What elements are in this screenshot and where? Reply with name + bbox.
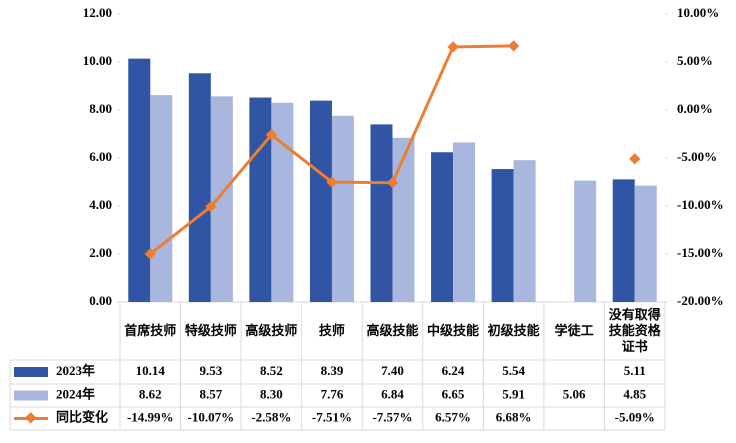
data-label: -2.58% [251, 409, 291, 424]
bar [210, 96, 233, 302]
data-label: 8.52 [260, 363, 283, 378]
bar [370, 124, 393, 303]
category-cell: 中级技能 [427, 323, 480, 338]
legend-key [14, 390, 48, 401]
y-tick-label: 12.00 [83, 5, 112, 20]
bar [634, 185, 657, 302]
y-tick-label: 4.00 [89, 197, 112, 212]
x-tick-label: 高级技能 [366, 323, 419, 338]
y-tick-label: 2.00 [89, 245, 112, 260]
data-label: 4.85 [623, 386, 646, 401]
y2-tick-label: 0.00% [677, 101, 713, 116]
data-label: 5.91 [502, 386, 525, 401]
category-cell: 高级技师 [245, 323, 298, 338]
data-label: 6.84 [381, 386, 404, 401]
bar [249, 97, 272, 303]
data-label: -7.51% [312, 409, 352, 424]
line-marker [629, 153, 641, 165]
bar [612, 179, 635, 302]
data-label: 6.65 [442, 386, 465, 401]
x-tick-label: 中级技能 [427, 323, 480, 338]
line-marker [205, 201, 217, 213]
x-tick-label: 特级技师 [184, 323, 237, 338]
y-tick-label: 6.00 [89, 149, 112, 164]
x-tick-label: 学徒工 [554, 323, 594, 338]
y-tick-label: 8.00 [89, 101, 112, 116]
data-label: 8.57 [199, 386, 222, 401]
legend-key [25, 412, 37, 424]
data-label: 7.76 [321, 386, 344, 401]
bar [128, 58, 151, 302]
data-label: 5.06 [563, 386, 586, 401]
data-label: -7.57% [372, 409, 412, 424]
bar [574, 180, 597, 302]
data-label: 8.62 [139, 386, 162, 401]
data-label: 8.30 [260, 386, 283, 401]
line-marker [144, 248, 156, 260]
data-label: 6.68% [496, 409, 532, 424]
bar [188, 73, 211, 302]
data-label: 6.57% [435, 409, 471, 424]
data-label: 8.39 [321, 363, 344, 378]
legend-label: 2024年 [56, 386, 95, 401]
x-tick-label: 高级技师 [245, 323, 298, 338]
category-cell: 首席技师 [124, 323, 177, 338]
y-tick-label: 0.00 [89, 293, 112, 308]
bar [453, 142, 476, 302]
bar [150, 95, 173, 303]
x-tick-label: 首席技师 [124, 323, 177, 338]
data-label: 10.14 [136, 363, 166, 378]
y2-tick-label: -10.00% [677, 197, 724, 212]
line-marker [326, 176, 338, 188]
category-cell: 特级技师 [184, 323, 237, 338]
x-tick-label: 技师 [318, 323, 345, 338]
x-tick-label: 没有取得技能资格证书 [608, 307, 661, 354]
data-label: 7.40 [381, 363, 404, 378]
legend-key [14, 367, 48, 377]
y2-tick-label: -15.00% [677, 245, 724, 260]
bar [513, 160, 536, 302]
data-label: 5.54 [502, 363, 525, 378]
x-tick-label: 初级技能 [487, 323, 540, 338]
bar [431, 152, 454, 302]
category-cell: 初级技能 [487, 323, 540, 338]
line-marker [447, 41, 459, 53]
bar [309, 100, 332, 302]
y2-tick-label: -5.00% [677, 149, 717, 164]
bar [392, 137, 415, 302]
data-label: 5.11 [624, 363, 646, 378]
bar [331, 115, 354, 302]
bar [491, 169, 514, 302]
line-marker [265, 129, 278, 141]
data-label: 6.24 [442, 363, 465, 378]
data-label: 9.53 [199, 363, 222, 378]
category-cell: 学徒工 [554, 323, 594, 338]
y2-tick-label: 5.00% [677, 53, 713, 68]
data-label: -10.07% [188, 409, 235, 424]
y2-tick-label: -20.00% [677, 293, 724, 308]
data-label: -5.09% [615, 409, 655, 424]
y-tick-label: 10.00 [83, 53, 112, 68]
line-marker [507, 40, 520, 52]
data-label: -14.99% [127, 409, 174, 424]
category-cell: 没有取得技能资格证书 [608, 307, 661, 354]
line-marker [386, 177, 399, 189]
legend-label: 2023年 [56, 363, 95, 378]
bar [271, 102, 294, 302]
legend-label: 同比变化 [56, 409, 108, 424]
category-cell: 技师 [318, 323, 345, 338]
y2-tick-label: 10.00% [677, 5, 719, 20]
category-cell: 高级技能 [366, 323, 419, 338]
